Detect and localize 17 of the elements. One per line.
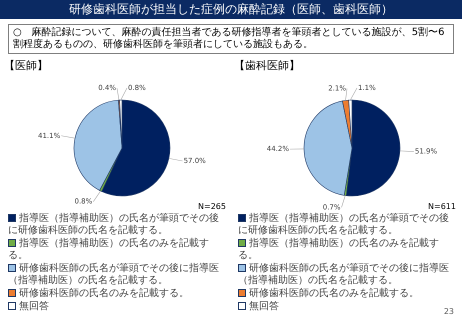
- text: ○ 麻酔記録について、麻酔の責任担当者である研修指導者を筆頭者としている施設が、5割〜6割程度あるものの、研修歯科医師を筆頭者にしている施設もある。: [8, 24, 454, 54]
- legend-label: 研修歯科医師の氏名が筆頭でその後に指導医（指導補助医）の氏名を記載する。: [8, 263, 219, 286]
- text: 23: [444, 307, 454, 316]
- legend-label: 指導医（指導補助医）の氏名が筆頭でその後に研修歯科医師の氏名を記載する。: [238, 213, 449, 236]
- legend-label: 無回答: [19, 301, 49, 312]
- legend-label: 研修歯科医師の氏名のみを記載する。: [249, 288, 419, 299]
- legend-label: 研修歯科医師の氏名のみを記載する。: [19, 288, 189, 299]
- legend-label: 無回答: [249, 301, 279, 312]
- legend-label: 指導医（指導補助医）の氏名のみを記載する。: [8, 238, 209, 261]
- legend-label: 指導医（指導補助医）の氏名が筆頭でその後に研修歯科医師の氏名を記載する。: [8, 213, 219, 236]
- chart-title: 【歯科医師】: [234, 58, 301, 72]
- text: N=265: [198, 202, 226, 211]
- text: N=611: [428, 202, 456, 211]
- text: 研修歯科医師が担当した症例の麻酔記録（医師、歯科医師）: [0, 0, 462, 19]
- legend-label: 研修歯科医師の氏名が筆頭でその後に指導医（指導補助医）の氏名を記載する。: [238, 263, 449, 286]
- chart-title: 【医師】: [4, 58, 49, 72]
- legend-label: 指導医（指導補助医）の氏名のみを記載する。: [238, 238, 439, 261]
